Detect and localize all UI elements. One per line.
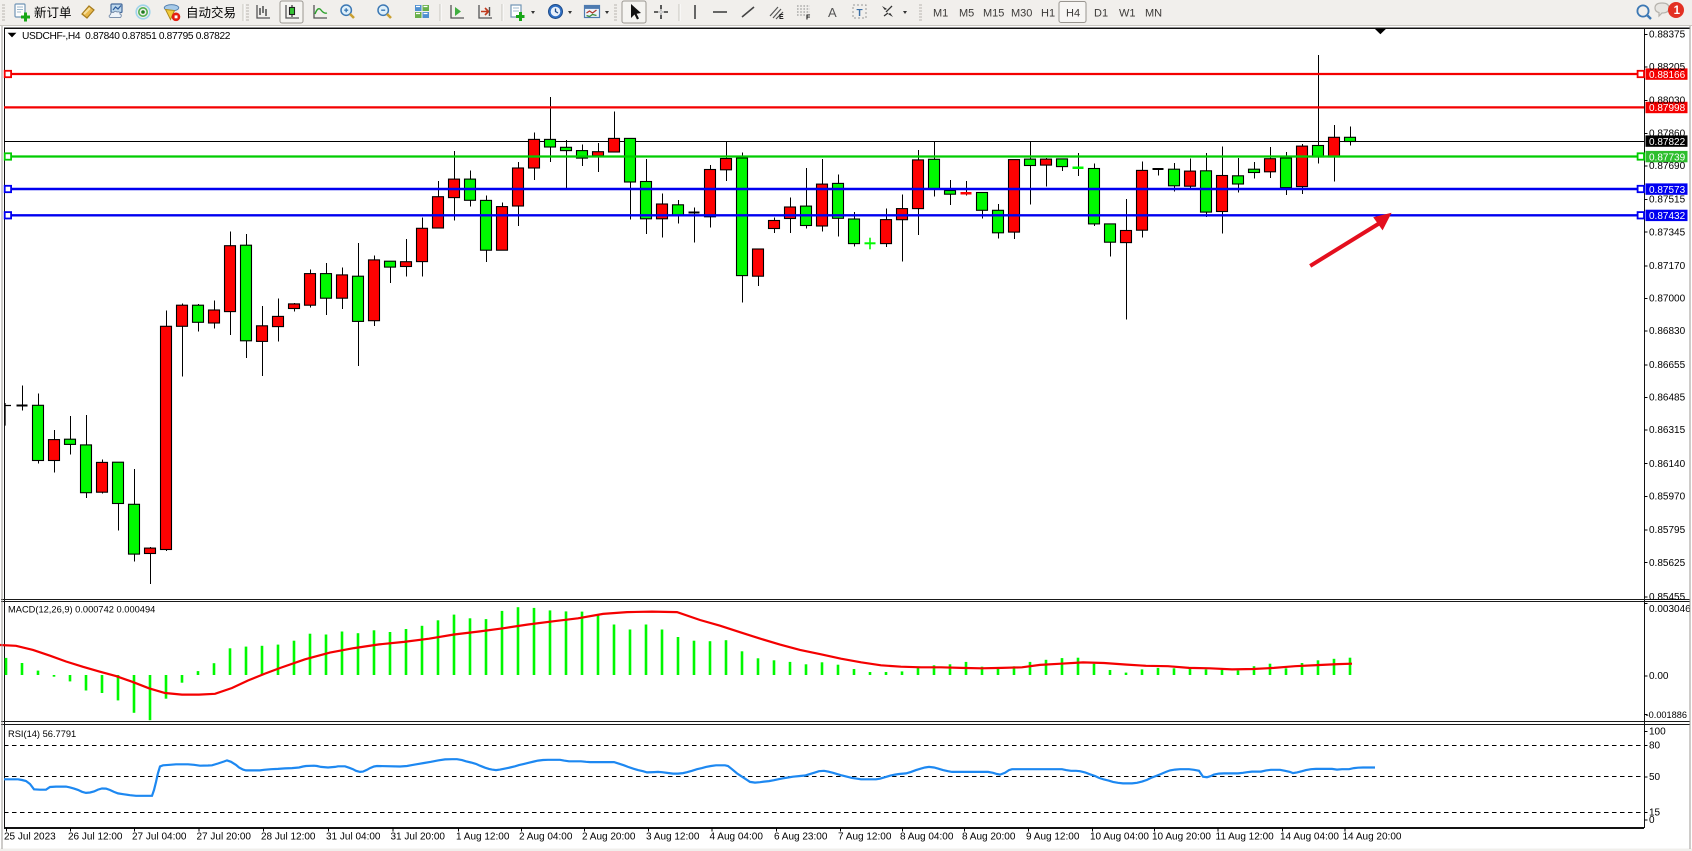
svg-text:0.85455: 0.85455 xyxy=(1649,592,1686,603)
svg-text:10 Aug 20:00: 10 Aug 20:00 xyxy=(1152,832,1211,843)
svg-text:7 Aug 12:00: 7 Aug 12:00 xyxy=(838,832,892,843)
svg-text:0.87573: 0.87573 xyxy=(1649,185,1686,196)
svg-text:15: 15 xyxy=(1649,808,1661,819)
svg-text:RSI(14) 56.7791: RSI(14) 56.7791 xyxy=(8,729,76,739)
svg-text:3 Aug 12:00: 3 Aug 12:00 xyxy=(646,832,700,843)
svg-text:MACD(12,26,9) 0.000742 0.00049: MACD(12,26,9) 0.000742 0.000494 xyxy=(8,605,155,615)
svg-text:26 Jul 12:00: 26 Jul 12:00 xyxy=(68,832,123,843)
svg-text:T: T xyxy=(857,8,863,19)
svg-text:0.87998: 0.87998 xyxy=(1649,103,1686,114)
svg-text:0.86140: 0.86140 xyxy=(1649,459,1686,470)
svg-text:31 Jul 04:00: 31 Jul 04:00 xyxy=(326,832,381,843)
svg-text:F: F xyxy=(806,15,811,22)
svg-text:自动交易: 自动交易 xyxy=(186,5,236,20)
svg-text:0.85970: 0.85970 xyxy=(1649,492,1686,503)
svg-text:MN: MN xyxy=(1145,8,1162,20)
svg-text:H4: H4 xyxy=(1066,8,1080,20)
svg-text:新订单: 新订单 xyxy=(34,5,72,20)
svg-text:0.85625: 0.85625 xyxy=(1649,558,1686,569)
svg-text:0.87170: 0.87170 xyxy=(1649,261,1686,272)
svg-text:0.87690: 0.87690 xyxy=(1649,161,1686,172)
svg-text:0.86830: 0.86830 xyxy=(1649,326,1686,337)
svg-text:E: E xyxy=(779,14,784,21)
svg-text:100: 100 xyxy=(1649,727,1666,738)
svg-text:27 Jul 04:00: 27 Jul 04:00 xyxy=(132,832,187,843)
svg-text:0.88166: 0.88166 xyxy=(1649,70,1686,81)
svg-text:0.87000: 0.87000 xyxy=(1649,294,1686,305)
svg-text:4 Aug 04:00: 4 Aug 04:00 xyxy=(710,832,764,843)
svg-text:0.88375: 0.88375 xyxy=(1649,30,1686,41)
svg-text:0.003046: 0.003046 xyxy=(1649,604,1691,615)
svg-text:M15: M15 xyxy=(983,8,1004,20)
svg-text:2 Aug 20:00: 2 Aug 20:00 xyxy=(582,832,636,843)
svg-text:1 Aug 12:00: 1 Aug 12:00 xyxy=(456,832,510,843)
svg-text:A: A xyxy=(828,5,837,20)
svg-text:10 Aug 04:00: 10 Aug 04:00 xyxy=(1090,832,1149,843)
svg-text:-0.001886: -0.001886 xyxy=(1646,710,1687,720)
svg-text:0.87822: 0.87822 xyxy=(1649,137,1686,148)
svg-text:0.00: 0.00 xyxy=(1649,671,1669,682)
svg-text:11 Aug 12:00: 11 Aug 12:00 xyxy=(1216,832,1275,843)
svg-text:1: 1 xyxy=(1674,5,1681,17)
svg-text:0.86485: 0.86485 xyxy=(1649,393,1686,404)
svg-text:M1: M1 xyxy=(933,8,948,20)
svg-text:0.86655: 0.86655 xyxy=(1649,360,1686,371)
svg-text:80: 80 xyxy=(1649,741,1661,752)
svg-text:0.88205: 0.88205 xyxy=(1649,62,1686,73)
svg-text:0.85795: 0.85795 xyxy=(1649,525,1686,536)
svg-text:2 Aug 04:00: 2 Aug 04:00 xyxy=(519,832,573,843)
svg-text:14 Aug 04:00: 14 Aug 04:00 xyxy=(1280,832,1339,843)
svg-text:D1: D1 xyxy=(1094,8,1108,20)
svg-text:9 Aug 12:00: 9 Aug 12:00 xyxy=(1026,832,1080,843)
svg-text:W1: W1 xyxy=(1119,8,1136,20)
svg-text:27 Jul 20:00: 27 Jul 20:00 xyxy=(197,832,252,843)
svg-text:8 Aug 04:00: 8 Aug 04:00 xyxy=(900,832,954,843)
svg-text:M5: M5 xyxy=(959,8,974,20)
svg-text:28 Jul 12:00: 28 Jul 12:00 xyxy=(261,832,316,843)
svg-text:25 Jul 2023: 25 Jul 2023 xyxy=(4,832,56,843)
svg-text:8 Aug 20:00: 8 Aug 20:00 xyxy=(962,832,1016,843)
svg-text:0.88030: 0.88030 xyxy=(1649,96,1686,107)
svg-text:0.87432: 0.87432 xyxy=(1649,211,1686,222)
svg-text:0.87739: 0.87739 xyxy=(1649,152,1686,163)
svg-text:0.87860: 0.87860 xyxy=(1649,128,1686,139)
svg-text:0.86315: 0.86315 xyxy=(1649,425,1686,436)
svg-text:M30: M30 xyxy=(1011,8,1032,20)
svg-text:H1: H1 xyxy=(1041,8,1055,20)
svg-text:0: 0 xyxy=(1649,815,1655,826)
svg-text:31 Jul 20:00: 31 Jul 20:00 xyxy=(391,832,446,843)
svg-text:USDCHF-,H4 0.87840 0.87851 0.: USDCHF-,H4 0.87840 0.87851 0.87795 0.878… xyxy=(22,31,231,42)
svg-text:6 Aug 23:00: 6 Aug 23:00 xyxy=(774,832,828,843)
svg-text:50: 50 xyxy=(1649,772,1661,783)
svg-text:0.87515: 0.87515 xyxy=(1649,195,1686,206)
svg-text:0.87345: 0.87345 xyxy=(1649,227,1686,238)
svg-text:14 Aug 20:00: 14 Aug 20:00 xyxy=(1343,832,1402,843)
